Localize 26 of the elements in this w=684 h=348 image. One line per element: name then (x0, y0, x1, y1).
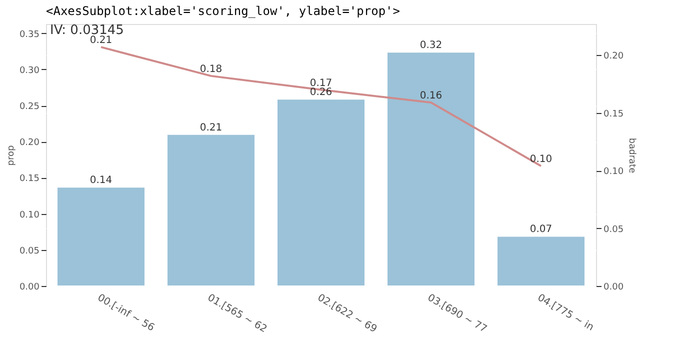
y-tick-label: 0.20 (19, 138, 40, 148)
y2-tick-label: 0.00 (604, 282, 624, 292)
data-label: 0.10 (530, 154, 552, 165)
y-axis-title: prop (6, 144, 16, 166)
y2-axis-title: badrate (626, 138, 637, 174)
y-tick-label: 0.15 (19, 174, 40, 184)
data-label: 0.17 (310, 78, 332, 89)
data-label: 0.32 (420, 40, 442, 52)
y-tick-label: 0.05 (19, 246, 40, 256)
y-tick-label: 0.30 (19, 66, 40, 76)
y2-tick-label: 0.15 (604, 109, 624, 120)
y-tick-label: 0.35 (19, 30, 40, 40)
y2-tick-label: 0.05 (604, 224, 624, 235)
y-tick-label: 0.10 (19, 210, 40, 220)
data-label: 0.26 (310, 87, 332, 98)
text: <AxesSubplot:xlabel='scoring_low', ylabel='prop'> (46, 4, 400, 18)
data-label: 0.07 (530, 224, 552, 236)
y2-tick-label: 0.10 (604, 167, 624, 178)
data-label: 0.16 (420, 90, 442, 102)
data-label: 0.18 (200, 64, 222, 75)
y2-tick-label: 0.20 (604, 52, 624, 62)
y-tick-label: 0.25 (19, 102, 40, 112)
data-label: 0.21 (200, 122, 222, 134)
y-tick-label: 0.00 (19, 282, 40, 292)
data-label: 0.21 (90, 35, 112, 46)
data-label: 0.14 (90, 175, 112, 186)
